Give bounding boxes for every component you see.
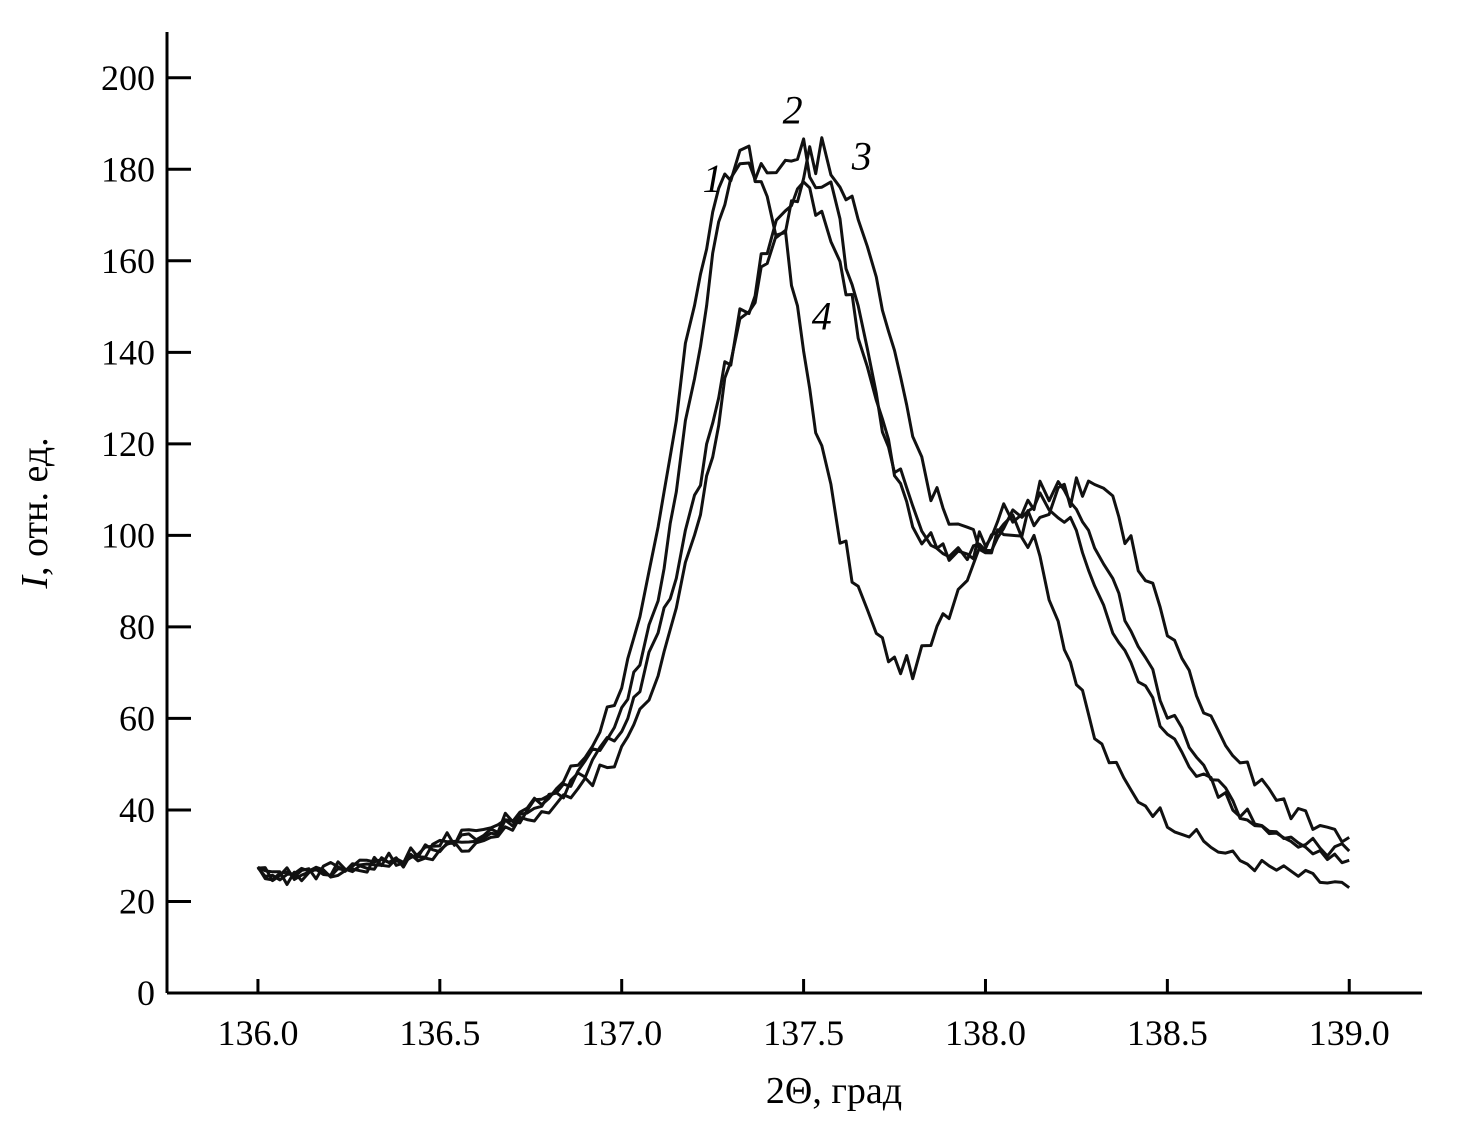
y-axis-title-units: , отн. ед. <box>14 437 56 576</box>
x-tick-label: 136.5 <box>399 1013 480 1053</box>
y-tick-label: 20 <box>119 881 155 921</box>
y-tick-label: 40 <box>119 790 155 830</box>
x-tick-label: 139.0 <box>1309 1013 1390 1053</box>
y-tick-label: 160 <box>101 241 155 281</box>
curve-label-3: 3 <box>851 133 872 178</box>
y-ticks: 0 20 40 60 80 100 120 140 160 180 200 <box>101 58 191 1013</box>
y-axis-title: I, отн. ед. <box>14 437 56 589</box>
series-line-2 <box>256 137 1351 882</box>
series-line-3 <box>257 136 1350 886</box>
y-tick-label: 180 <box>101 149 155 189</box>
x-axis-title: 2Θ, град <box>766 1070 902 1112</box>
x-tick-label: 137.5 <box>763 1013 844 1053</box>
y-tick-label: 140 <box>101 332 155 372</box>
y-axis-title-symbol: I <box>14 574 56 590</box>
y-tick-label: 80 <box>119 607 155 647</box>
series-line-4 <box>256 180 1350 882</box>
curve-label-1: 1 <box>703 156 723 201</box>
curve-label-4: 4 <box>812 293 832 338</box>
x-tick-label: 138.0 <box>945 1013 1026 1053</box>
axes <box>165 32 1422 995</box>
x-tick-label: 136.0 <box>217 1013 298 1053</box>
x-tick-label: 138.5 <box>1127 1013 1208 1053</box>
curve-labels: 1 2 3 4 <box>703 88 872 339</box>
curve-label-2: 2 <box>783 88 803 133</box>
x-tick-label: 137.0 <box>581 1013 662 1053</box>
x-ticks: 136.0 136.5 137.0 137.5 138.0 138.5 139.0 <box>217 979 1390 1053</box>
series-line-1 <box>257 144 1351 889</box>
y-tick-label: 60 <box>119 698 155 738</box>
y-tick-label: 0 <box>137 973 155 1013</box>
y-tick-label: 200 <box>101 58 155 98</box>
series-group <box>256 136 1351 889</box>
y-tick-label: 120 <box>101 424 155 464</box>
y-tick-label: 100 <box>101 515 155 555</box>
